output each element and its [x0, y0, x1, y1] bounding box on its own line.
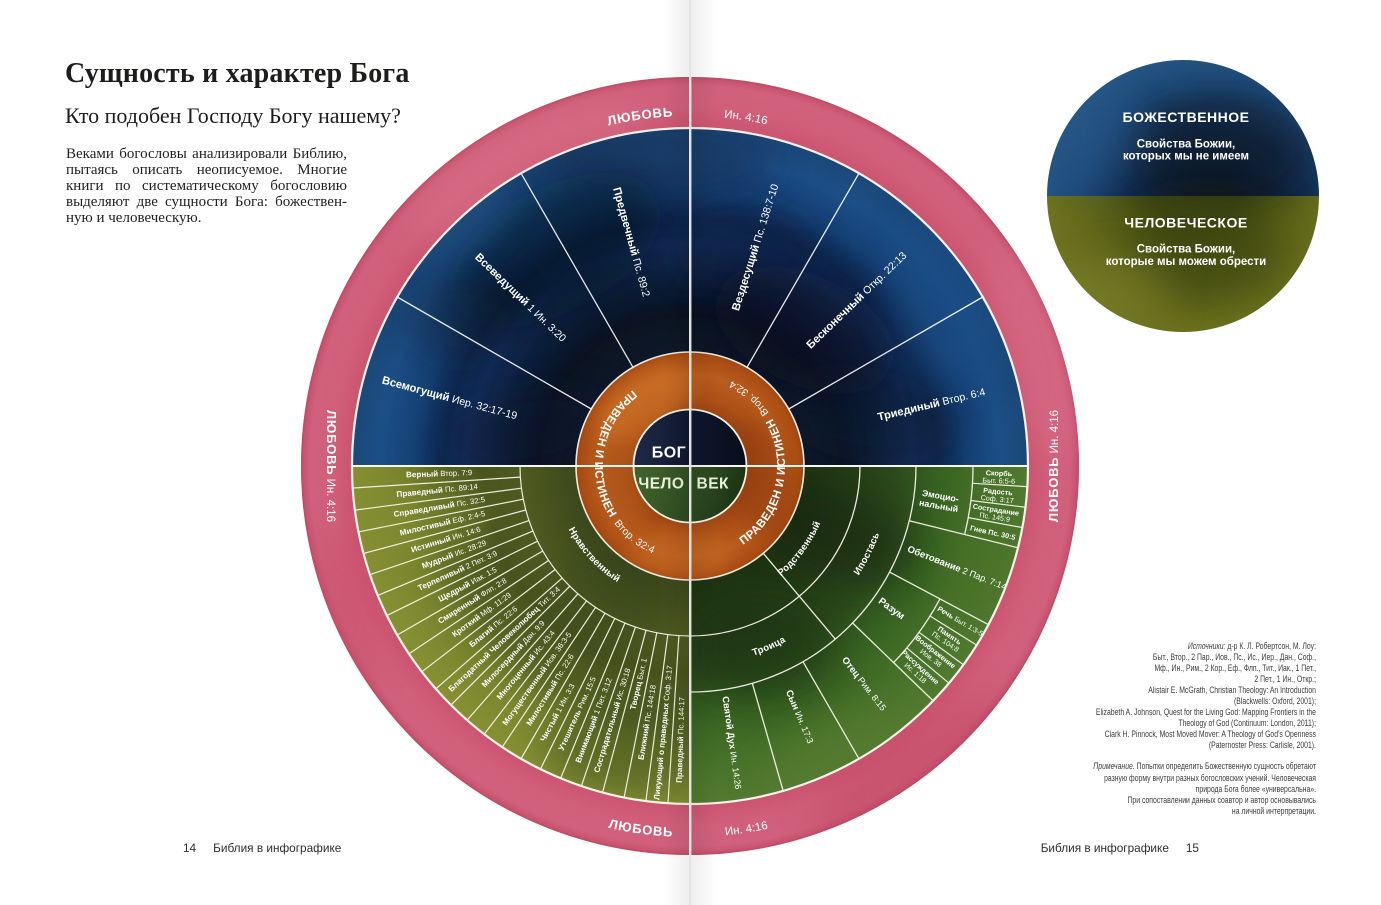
svg-text:ВЕК: ВЕК: [697, 476, 730, 493]
svg-text:РадостьСоф. 3:17: РадостьСоф. 3:17: [980, 485, 1015, 505]
svg-text:СкорбьБыт. 6:5-6: СкорбьБыт. 6:5-6: [982, 468, 1015, 486]
svg-text:ЛЮБОВЬ Ин. 4:16: ЛЮБОВЬ Ин. 4:16: [1046, 410, 1061, 522]
svg-text:ЧЕЛОВЕЧЕСКОЕ: ЧЕЛОВЕЧЕСКОЕ: [1124, 215, 1247, 231]
svg-text:Свойства Божии,: Свойства Божии,: [1137, 244, 1235, 256]
svg-text:которые мы можем обрести: которые мы можем обрести: [1106, 256, 1266, 268]
svg-text:ЛЮБОВЬ Ин. 4:16: ЛЮБОВЬ Ин. 4:16: [324, 410, 339, 522]
svg-text:БОГ: БОГ: [652, 445, 687, 462]
svg-text:Верный Втор. 7:9: Верный Втор. 7:9: [406, 468, 472, 479]
svg-text:ЧЕЛО: ЧЕЛО: [638, 476, 684, 493]
svg-text:БОЖЕСТВЕННОЕ: БОЖЕСТВЕННОЕ: [1123, 109, 1250, 125]
svg-text:Свойства Божии,: Свойства Божии,: [1137, 139, 1235, 151]
svg-text:которых мы не имеем: которых мы не имеем: [1123, 151, 1249, 163]
